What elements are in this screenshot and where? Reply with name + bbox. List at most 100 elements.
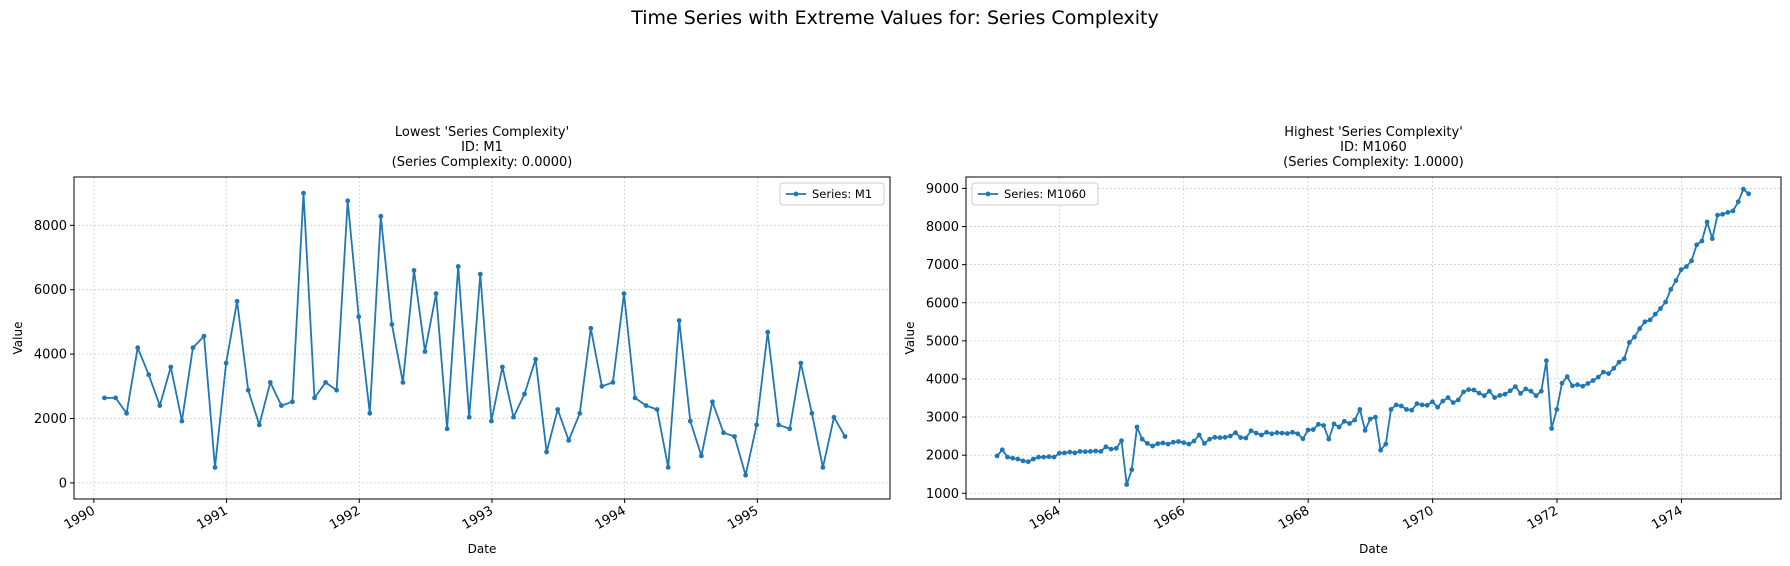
data-point [1606, 371, 1611, 376]
data-point [356, 314, 362, 320]
data-point [1450, 400, 1456, 405]
data-point [687, 418, 693, 424]
y-tick-label: 6000 [34, 283, 67, 298]
data-point [290, 399, 295, 405]
y-tick-label: 0 [59, 476, 67, 491]
data-point [1570, 383, 1575, 389]
data-point [1305, 427, 1311, 433]
x-axis-label: Date [1359, 542, 1388, 556]
data-point [1746, 191, 1751, 197]
legend-label: Series: M1 [812, 187, 872, 201]
data-point [809, 410, 815, 416]
data-point [1357, 407, 1363, 412]
data-point [1202, 441, 1207, 446]
data-point [1554, 407, 1560, 412]
data-point [1466, 387, 1472, 392]
data-point [699, 453, 704, 459]
data-point [1404, 407, 1409, 412]
data-point [1424, 402, 1430, 408]
data-point [1445, 395, 1451, 400]
y-tick-label: 7000 [926, 258, 959, 273]
data-point [1259, 432, 1264, 438]
y-tick-label: 9000 [926, 182, 959, 197]
data-point [1409, 407, 1415, 413]
data-point [102, 395, 107, 401]
data-point [1207, 436, 1212, 442]
figure-suptitle: Time Series with Extreme Values for: Ser… [630, 7, 1159, 29]
data-point [577, 410, 583, 416]
data-point [1015, 456, 1021, 462]
data-point [1227, 433, 1233, 439]
data-point [1435, 404, 1440, 410]
y-tick-label: 2000 [926, 449, 959, 464]
data-point [1502, 391, 1508, 397]
x-tick-label: 1990 [62, 503, 98, 533]
y-tick-label: 6000 [926, 296, 959, 311]
data-point [1284, 431, 1290, 436]
data-point [422, 349, 428, 354]
chart-title-line: Lowest 'Series Complexity' [395, 125, 569, 140]
x-axis-label: Date [468, 542, 497, 556]
data-point [1528, 388, 1534, 394]
data-point [721, 430, 726, 436]
data-point [113, 395, 118, 401]
chart-lowest-complexity: Lowest 'Series Complexity'ID: M1(Series … [11, 125, 891, 556]
data-point [1720, 211, 1725, 217]
data-point [765, 329, 771, 335]
data-point [179, 418, 185, 424]
data-point [433, 291, 439, 296]
data-point [1440, 398, 1446, 404]
data-point [1487, 388, 1492, 394]
data-point [400, 380, 406, 385]
data-point [1326, 436, 1332, 442]
data-point [1741, 186, 1746, 192]
data-point [1658, 306, 1663, 311]
data-point [1176, 439, 1181, 444]
data-point [1300, 436, 1306, 442]
data-point [676, 318, 682, 323]
y-axis-label: Value [11, 322, 25, 355]
data-point [544, 449, 549, 455]
data-point [1601, 369, 1606, 375]
data-point [1005, 454, 1010, 460]
data-point [831, 414, 837, 420]
legend-box [779, 182, 885, 206]
data-point [124, 410, 129, 416]
data-point [1170, 439, 1176, 445]
y-tick-label: 5000 [926, 334, 959, 349]
data-point [1212, 434, 1218, 440]
data-point [994, 453, 1000, 459]
data-point [1108, 446, 1114, 452]
data-point [477, 271, 483, 277]
data-point [1041, 454, 1047, 460]
data-point [1575, 382, 1580, 388]
data-point [1243, 435, 1249, 441]
chart-title-line: (Series Complexity: 1.0000) [1283, 155, 1464, 170]
data-point [135, 345, 141, 351]
data-point [444, 426, 450, 432]
data-point [710, 399, 715, 405]
data-point [334, 387, 339, 393]
x-tick-label: 1966 [1152, 503, 1188, 533]
data-point [157, 403, 163, 408]
data-point [754, 422, 759, 428]
data-point [279, 403, 284, 408]
data-point [1414, 401, 1420, 407]
data-point [1580, 383, 1586, 389]
data-point [1331, 421, 1337, 427]
data-point [1191, 438, 1197, 444]
legend: Series: M1060 [971, 182, 1099, 206]
data-point [1549, 426, 1554, 431]
data-point [1290, 429, 1295, 435]
data-point [1673, 278, 1679, 283]
data-point [776, 422, 782, 428]
data-point [1533, 393, 1539, 399]
data-point [1398, 403, 1404, 409]
data-point [1523, 386, 1529, 392]
data-point [1165, 441, 1171, 447]
data-point [588, 325, 594, 331]
data-point [1637, 326, 1643, 332]
chart-title-line: Highest 'Series Complexity' [1284, 125, 1463, 140]
data-point [732, 434, 737, 439]
chart-highest-complexity: Highest 'Series Complexity'ID: M1060(Ser… [903, 125, 1782, 556]
